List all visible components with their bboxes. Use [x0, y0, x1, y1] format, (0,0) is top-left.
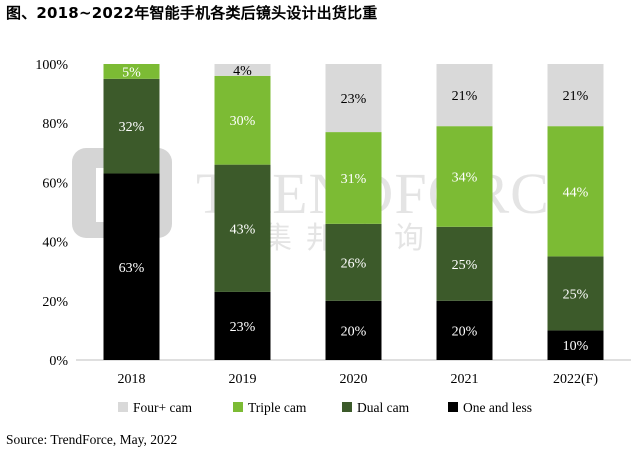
bar-segment: [214, 164, 271, 292]
data-label: 10%: [563, 339, 589, 354]
x-tick-label: 2021: [451, 372, 479, 387]
data-label: 23%: [230, 320, 256, 335]
bar-segment: [547, 330, 604, 360]
data-label: 20%: [341, 324, 367, 339]
legend-label: Four+ cam: [133, 400, 192, 415]
legend-label: Triple cam: [248, 400, 307, 415]
y-tick-label: 20%: [42, 295, 68, 310]
y-tick-label: 60%: [42, 176, 68, 191]
bar-segment: [214, 291, 271, 360]
legend-swatch: [118, 402, 128, 412]
legend-label: Dual cam: [357, 400, 410, 415]
source-note: Source: TrendForce, May, 2022: [6, 432, 178, 447]
bar-segment: [325, 132, 382, 224]
data-label: 44%: [563, 185, 589, 200]
bar-segment: [325, 223, 382, 301]
legend: Four+ cam Triple cam Dual cam One and less: [118, 400, 532, 415]
bar-segment: [214, 75, 271, 165]
bar-segment: [103, 78, 160, 174]
y-tick-label: 0%: [49, 354, 68, 369]
data-label: 25%: [452, 258, 478, 273]
legend-label: One and less: [463, 400, 532, 415]
bar-segment: [436, 64, 493, 127]
bar-segment: [214, 64, 271, 76]
bar-segment: [436, 126, 493, 227]
x-tick-label: 2022(F): [553, 372, 598, 387]
data-label: 34%: [452, 170, 478, 185]
bar-segment: [436, 300, 493, 360]
chart-title: 图、2018~2022年智能手机各类后镜头设计出货比重: [6, 4, 378, 22]
legend-swatch: [233, 402, 243, 412]
y-tick-label: 100%: [35, 58, 68, 73]
bar-segment: [547, 126, 604, 257]
x-tick-label: 2018: [118, 372, 146, 387]
data-label: 26%: [341, 256, 367, 271]
data-label: 32%: [119, 120, 145, 135]
bar-segment: [547, 256, 604, 331]
bar-segment: [325, 64, 382, 133]
legend-swatch: [342, 402, 352, 412]
bars: [103, 64, 604, 360]
data-label: 23%: [341, 92, 367, 107]
bar-segment: [436, 226, 493, 301]
bar-segment: [103, 64, 160, 79]
bar-segment: [103, 173, 160, 360]
y-tick-label: 40%: [42, 236, 68, 251]
bar-segment: [325, 300, 382, 360]
data-label: 43%: [230, 222, 256, 237]
data-label: 25%: [563, 287, 589, 302]
x-tick-label: 2019: [229, 372, 257, 387]
data-label: 21%: [452, 89, 478, 104]
data-label: 21%: [563, 89, 589, 104]
data-label: 20%: [452, 324, 478, 339]
data-label: 4%: [233, 64, 252, 79]
bar-segment: [547, 64, 604, 127]
data-label: 30%: [230, 114, 256, 129]
data-label: 63%: [119, 261, 145, 276]
data-label: 5%: [122, 65, 141, 80]
y-tick-label: 80%: [42, 117, 68, 132]
legend-swatch: [448, 402, 458, 412]
data-labels: 63% 32% 5% 23% 43% 30% 4% 20% 26% 31% 23% 20% 25% 34%…: [119, 64, 589, 354]
data-label: 31%: [341, 172, 367, 187]
x-tick-label: 2020: [340, 372, 368, 387]
